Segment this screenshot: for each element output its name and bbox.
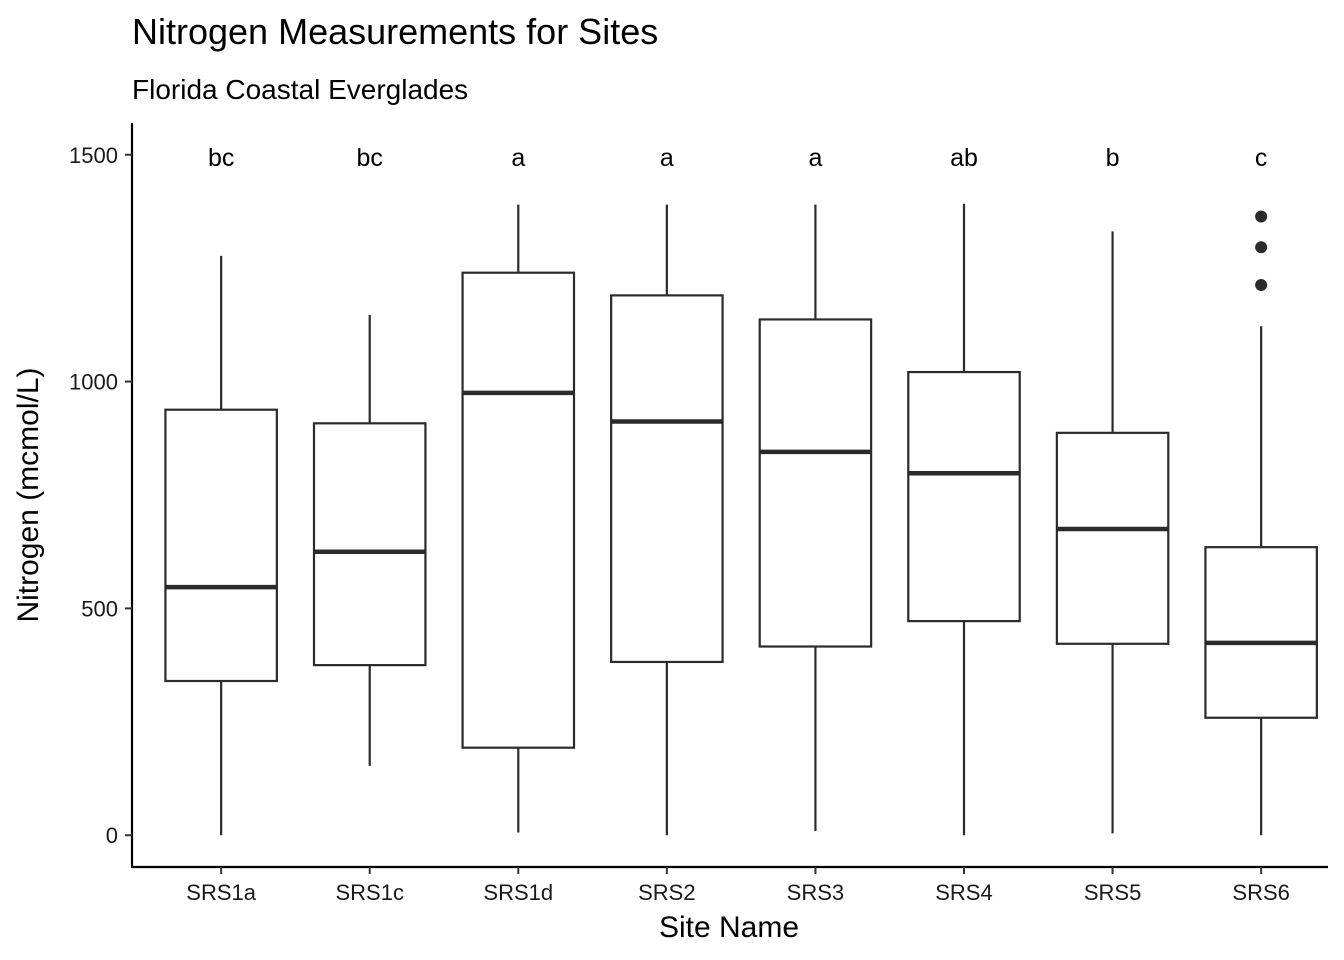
x-tick-label: SRS5 — [1084, 880, 1141, 905]
box-srs1a: bc — [164, 144, 278, 836]
x-tick-label: SRS1d — [483, 880, 553, 905]
outlier-point — [1255, 241, 1268, 254]
y-tick-label: 500 — [81, 596, 118, 621]
x-axis-ticks: SRS1a SRS1c SRS1d SRS2 SRS3 SRS4 SRS5 SRS6 — [186, 867, 1290, 905]
iqr-box — [312, 422, 427, 667]
group-letter-label: a — [511, 144, 525, 172]
group-letter-label: a — [808, 144, 822, 172]
iqr-box — [1204, 546, 1318, 719]
group-letter-label: bc — [208, 144, 234, 172]
group-letter-label: c — [1255, 144, 1268, 172]
x-tick-label: SRS4 — [935, 880, 992, 905]
x-tick-label: SRS3 — [787, 880, 844, 905]
outlier-point — [1255, 278, 1268, 291]
group-letter-label: b — [1106, 144, 1120, 172]
y-tick-label: 1000 — [69, 370, 118, 395]
x-tick-label: SRS2 — [638, 880, 695, 905]
iqr-box — [610, 294, 724, 664]
box-srs6: c — [1204, 144, 1318, 836]
plot-area: bc bc a a a ab b c — [164, 144, 1318, 836]
y-axis-title: Nitrogen (mcmol/L) — [12, 367, 45, 622]
box-srs5: b — [1055, 144, 1170, 834]
iqr-box — [164, 408, 278, 683]
iqr-box — [907, 370, 1021, 623]
iqr-box — [758, 318, 873, 648]
iqr-box — [1055, 431, 1170, 645]
group-letter-label: a — [660, 144, 674, 172]
x-axis-title: Site Name — [659, 911, 799, 944]
box-srs4: ab — [907, 144, 1021, 836]
box-srs3: a — [758, 144, 873, 832]
iqr-box — [461, 271, 576, 749]
y-tick-label: 0 — [106, 823, 118, 848]
box-srs2: a — [610, 144, 724, 836]
y-axis-ticks: 0 500 1000 1500 — [69, 143, 132, 848]
group-letter-label: ab — [950, 144, 978, 172]
box-srs1c: bc — [312, 144, 427, 766]
y-tick-label: 1500 — [69, 143, 118, 168]
box-srs1d: a — [461, 144, 576, 833]
outlier-point — [1255, 210, 1268, 223]
x-tick-label: SRS6 — [1232, 880, 1289, 905]
x-tick-label: SRS1a — [186, 880, 256, 905]
chart-subtitle: Florida Coastal Everglades — [132, 74, 468, 105]
x-tick-label: SRS1c — [335, 880, 403, 905]
chart-title: Nitrogen Measurements for Sites — [132, 11, 658, 52]
group-letter-label: bc — [357, 144, 383, 172]
